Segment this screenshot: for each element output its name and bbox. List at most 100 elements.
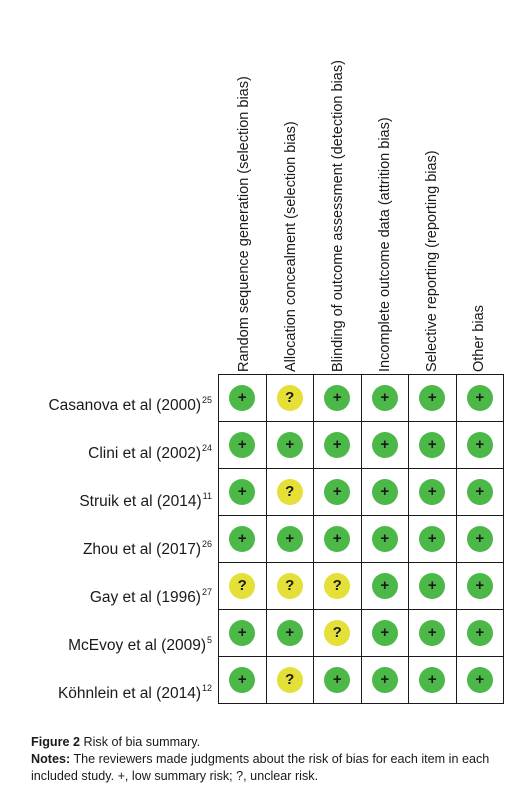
judgment-cell: +	[313, 515, 362, 563]
study-label: Gay et al (1996)27	[89, 587, 212, 606]
low-risk-marker: +	[229, 667, 256, 693]
study-label: McEvoy et al (2009)5	[68, 635, 212, 654]
column-header: Blinding of outcome assessment (detectio…	[312, 0, 359, 374]
judgment-cell: +	[218, 421, 267, 469]
judgment-cell: +	[218, 374, 267, 422]
judgment-cell: +	[408, 656, 457, 704]
notes-text: The reviewers made judgments about the r…	[31, 752, 490, 783]
low-risk-marker: +	[229, 385, 256, 411]
low-risk-marker: +	[419, 573, 446, 599]
judgment-cell: +	[455, 374, 504, 422]
low-risk-marker: +	[324, 432, 351, 458]
column-header: Random sequence generation (selection bi…	[218, 0, 265, 374]
low-risk-marker: +	[276, 620, 303, 646]
unclear-risk-marker: ?	[276, 667, 303, 693]
figure-caption: Figure 2 Risk of bia summary. Notes: The…	[31, 734, 511, 785]
study-row: ??? + + +	[218, 562, 504, 610]
judgment-cell: +	[360, 515, 409, 563]
study-row: + + + + + +	[218, 421, 504, 469]
low-risk-marker: +	[466, 620, 493, 646]
low-risk-marker: +	[324, 479, 351, 505]
low-risk-marker: +	[371, 385, 398, 411]
judgment-cell: +	[313, 374, 362, 422]
column-header-label: Blinding of outcome assessment (detectio…	[329, 60, 346, 372]
judgment-cell: ?	[313, 562, 362, 610]
low-risk-marker: +	[324, 385, 351, 411]
low-risk-marker: +	[466, 479, 493, 505]
judgment-cell: +	[408, 515, 457, 563]
column-header: Selective reporting (reporting bias)	[406, 0, 453, 374]
column-header: Incomplete outcome data (attrition bias)	[359, 0, 406, 374]
study-row: +? + + + +	[218, 656, 504, 704]
judgment-cell: +	[218, 515, 267, 563]
judgment-cell: +	[360, 656, 409, 704]
unclear-risk-marker: ?	[276, 479, 303, 505]
column-header-label: Other bias	[470, 305, 487, 372]
low-risk-marker: +	[466, 432, 493, 458]
study-row: +? + + + +	[218, 374, 504, 422]
judgment-cell: +	[408, 374, 457, 422]
unclear-risk-marker: ?	[276, 385, 303, 411]
judgment-cell: ?	[265, 374, 314, 422]
notes-label: Notes:	[31, 752, 71, 766]
judgment-cell: +	[218, 468, 267, 516]
judgment-cell: ?	[218, 562, 267, 610]
low-risk-marker: +	[229, 620, 256, 646]
risk-of-bias-grid: +? + + + + + + + + + + +? + + + + + + + + + +??? + + + + +? + + + +? + +…	[218, 374, 504, 704]
low-risk-marker: +	[466, 385, 493, 411]
low-risk-marker: +	[371, 573, 398, 599]
judgment-cell: +	[313, 421, 362, 469]
low-risk-marker: +	[419, 479, 446, 505]
low-risk-marker: +	[419, 667, 446, 693]
column-header-label: Allocation concealment (selection bias)	[282, 121, 299, 372]
judgment-cell: ?	[265, 562, 314, 610]
judgment-cell: +	[455, 562, 504, 610]
column-header-label: Random sequence generation (selection bi…	[235, 76, 252, 372]
study-row: + + + + + +	[218, 515, 504, 563]
judgment-cell: +	[455, 421, 504, 469]
low-risk-marker: +	[466, 573, 493, 599]
study-label: Zhou et al (2017)26	[82, 539, 212, 558]
judgment-cell: ?	[313, 609, 362, 657]
judgment-cell: +	[455, 515, 504, 563]
judgment-cell: ?	[265, 468, 314, 516]
judgment-cell: +	[360, 374, 409, 422]
column-header: Other bias	[453, 0, 500, 374]
low-risk-marker: +	[229, 432, 256, 458]
judgment-cell: +	[265, 515, 314, 563]
figure-label: Figure 2	[31, 735, 80, 749]
judgment-cell: +	[313, 468, 362, 516]
study-label: Köhnlein et al (2014)12	[57, 683, 212, 702]
judgment-cell: +	[360, 421, 409, 469]
judgment-cell: +	[408, 468, 457, 516]
low-risk-marker: +	[276, 432, 303, 458]
low-risk-marker: +	[229, 526, 256, 552]
low-risk-marker: +	[324, 526, 351, 552]
unclear-risk-marker: ?	[324, 573, 351, 599]
unclear-risk-marker: ?	[229, 573, 256, 599]
study-labels: Casanova et al (2000)25 Clini et al (200…	[0, 374, 212, 710]
study-row: +? + + + +	[218, 468, 504, 516]
judgment-cell: +	[218, 656, 267, 704]
judgment-cell: +	[218, 609, 267, 657]
low-risk-marker: +	[276, 526, 303, 552]
judgment-cell: +	[408, 421, 457, 469]
unclear-risk-marker: ?	[324, 620, 351, 646]
judgment-cell: +	[360, 562, 409, 610]
low-risk-marker: +	[466, 526, 493, 552]
low-risk-marker: +	[371, 620, 398, 646]
column-headers: Random sequence generation (selection bi…	[218, 0, 504, 374]
low-risk-marker: +	[419, 432, 446, 458]
judgment-cell: +	[313, 656, 362, 704]
judgment-cell: +	[360, 609, 409, 657]
judgment-cell: +	[455, 609, 504, 657]
unclear-risk-marker: ?	[276, 573, 303, 599]
judgment-cell: +	[265, 609, 314, 657]
low-risk-marker: +	[419, 385, 446, 411]
judgment-cell: +	[455, 468, 504, 516]
column-header-label: Incomplete outcome data (attrition bias)	[376, 117, 393, 372]
study-row: + +? + + +	[218, 609, 504, 657]
figure-title: Risk of bia summary.	[80, 735, 201, 749]
low-risk-marker: +	[371, 667, 398, 693]
study-label: Clini et al (2002)24	[88, 443, 212, 462]
